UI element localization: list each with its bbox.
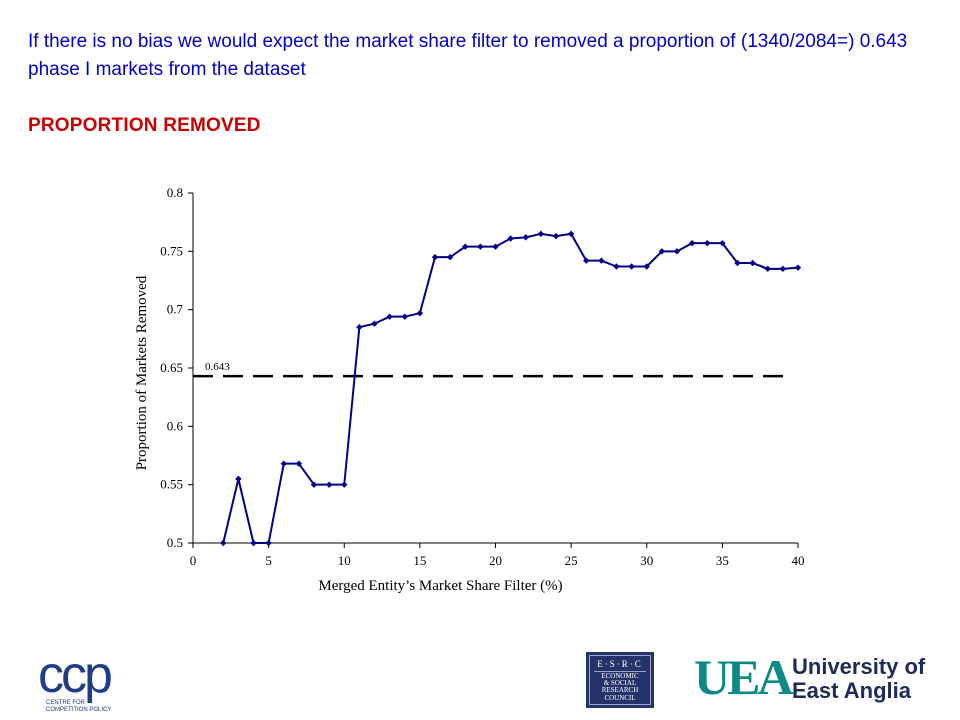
- esrc-logo-frame: E·S·R·C ECONOMIC & SOCIAL RESEARCH COUNC…: [589, 655, 651, 705]
- data-point: [537, 230, 545, 238]
- data-point: [779, 265, 787, 273]
- data-point: [598, 257, 605, 264]
- x-tick-label: 20: [489, 553, 502, 568]
- x-tick-label: 10: [338, 553, 351, 568]
- data-point: [356, 323, 363, 331]
- y-axis-label: Proportion of Markets Removed: [134, 275, 150, 470]
- data-point: [658, 248, 666, 255]
- y-tick-label: 0.6: [167, 418, 184, 433]
- esrc-logo-title: E·S·R·C: [597, 659, 643, 669]
- esrc-logo-rule: [594, 671, 646, 672]
- esrc-logo-line: & SOCIAL: [603, 679, 637, 688]
- uea-logo-line-1: University of: [792, 654, 926, 679]
- y-tick-label: 0.7: [167, 302, 184, 317]
- y-tick-label: 0.55: [160, 477, 183, 492]
- data-point: [492, 243, 499, 250]
- x-tick-label: 5: [265, 553, 272, 568]
- ccp-logo-subtitle-1: CENTRE FOR: [46, 700, 86, 706]
- y-tick-label: 0.65: [160, 360, 183, 375]
- data-point: [341, 481, 348, 488]
- uea-logo-text: University of East Anglia: [792, 655, 925, 703]
- series-line: [222, 232, 799, 544]
- data-point: [477, 243, 484, 250]
- data-point: [462, 243, 469, 250]
- data-point: [719, 239, 726, 247]
- x-tick-label: 15: [413, 553, 426, 568]
- data-point: [734, 259, 741, 267]
- data-point: [431, 253, 439, 261]
- data-point: [416, 309, 424, 317]
- x-axis-label: Merged Entity’s Market Share Filter (%): [318, 578, 562, 594]
- data-point: [688, 239, 696, 247]
- esrc-logo-line: ECONOMIC: [601, 672, 639, 680]
- esrc-logo-line: COUNCIL: [604, 693, 636, 702]
- data-point: [401, 313, 408, 320]
- data-point: [749, 259, 756, 267]
- data-point: [764, 265, 771, 273]
- data-point: [371, 320, 378, 327]
- x-tick-label: 25: [565, 553, 578, 568]
- data-point: [386, 313, 393, 320]
- data-point: [583, 257, 590, 264]
- data-point: [295, 460, 303, 467]
- y-tick-label: 0.75: [160, 243, 183, 258]
- data-point: [613, 263, 620, 270]
- y-tick-label: 0.8: [167, 185, 183, 200]
- ccp-logo-subtitle-2: COMPETITION POLICY: [46, 707, 111, 713]
- data-point: [628, 263, 635, 270]
- ccp-logo: ccp CENTRE FOR COMPETITION POLICY: [38, 648, 114, 713]
- data-point: [704, 239, 711, 247]
- data-point: [446, 253, 454, 261]
- intro-text: If there is no bias we would expect the …: [28, 31, 908, 80]
- data-point: [310, 481, 318, 488]
- uea-logo-line-2: East Anglia: [792, 678, 911, 703]
- x-tick-label: 0: [190, 553, 197, 568]
- x-tick-label: 30: [640, 553, 653, 568]
- esrc-logo-line: RESEARCH: [601, 686, 639, 695]
- data-point: [250, 539, 257, 547]
- data-point: [643, 263, 650, 270]
- data-point: [325, 481, 333, 488]
- data-point: [552, 232, 560, 240]
- x-tick-label: 35: [716, 553, 729, 568]
- esrc-logo: E·S·R·C ECONOMIC & SOCIAL RESEARCH COUNC…: [586, 652, 654, 708]
- data-point: [235, 475, 242, 483]
- data-point: [220, 539, 227, 547]
- data-point: [522, 234, 529, 241]
- uea-logo-mark: UEA: [694, 649, 794, 705]
- data-point: [567, 230, 575, 238]
- esrc-logo-text: ECONOMIC & SOCIAL RESEARCH COUNCIL: [590, 672, 650, 702]
- data-point: [280, 460, 287, 467]
- section-heading: PROPORTION REMOVED: [28, 115, 261, 136]
- proportion-removed-chart: 0.5 0.55 0.6 0.65 0.7 0.75 0.8 0 5 10 15 20 25 30 35 40…: [134, 185, 805, 594]
- y-tick-label: 0.5: [167, 535, 183, 550]
- data-point: [794, 264, 802, 271]
- ccp-logo-mark: ccp: [38, 648, 111, 704]
- data-point: [673, 248, 681, 255]
- reference-line-label: 0.643: [205, 361, 230, 373]
- data-point: [265, 539, 272, 547]
- x-tick-label: 40: [792, 553, 805, 568]
